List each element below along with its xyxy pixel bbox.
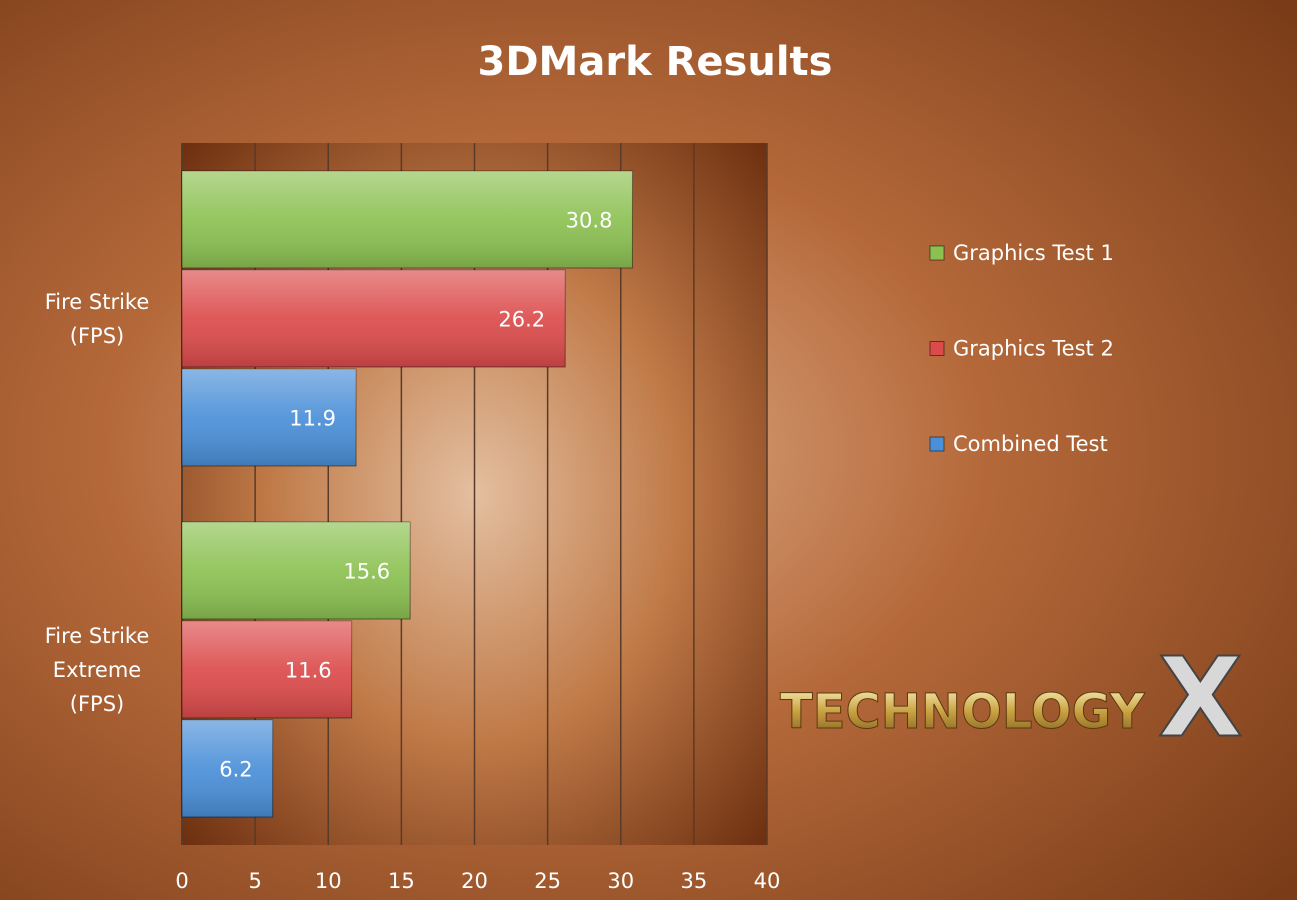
value-label: 30.8 <box>566 209 613 233</box>
value-label: 11.6 <box>285 659 332 683</box>
x-tick-label: 5 <box>248 869 261 893</box>
value-label: 15.6 <box>343 560 390 584</box>
x-tick-label: 30 <box>607 869 634 893</box>
x-tick-label: 25 <box>534 869 561 893</box>
x-tick-label: 40 <box>754 869 781 893</box>
x-tick-label: 15 <box>388 869 415 893</box>
y-tick-label: Fire Strike (FPS) <box>44 289 150 348</box>
y-tick-label: Fire Strike Extreme (FPS) <box>44 623 150 716</box>
logo-mark: X <box>1158 633 1243 761</box>
value-label: 6.2 <box>219 758 252 782</box>
x-tick-label: 10 <box>315 869 342 893</box>
legend-label: Graphics Test 1 <box>953 241 1114 265</box>
legend-marker <box>929 436 945 452</box>
legend-marker <box>929 245 945 261</box>
legend-label: Graphics Test 2 <box>953 337 1114 361</box>
x-tick-label: 0 <box>175 869 188 893</box>
logo-text: TECHNOLOGY <box>780 684 1146 740</box>
x-tick-label: 35 <box>681 869 708 893</box>
value-label: 26.2 <box>498 308 545 332</box>
chart-title: 3DMark Results <box>478 39 833 85</box>
x-tick-label: 20 <box>461 869 488 893</box>
value-label: 11.9 <box>289 407 336 431</box>
legend-label: Combined Test <box>953 432 1108 456</box>
logo: TECHNOLOGY X <box>780 632 1244 762</box>
legend-marker <box>929 341 945 356</box>
